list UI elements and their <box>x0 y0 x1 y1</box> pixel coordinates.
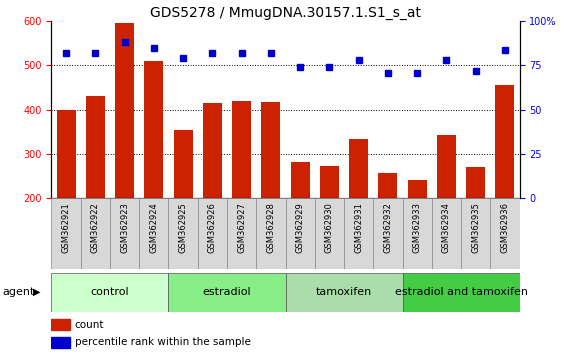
Text: GSM362928: GSM362928 <box>266 202 275 253</box>
Bar <box>51 319 70 330</box>
Text: control: control <box>91 287 129 297</box>
Bar <box>198 198 227 269</box>
Text: estradiol and tamoxifen: estradiol and tamoxifen <box>395 287 528 297</box>
Text: GSM362925: GSM362925 <box>179 202 188 252</box>
Title: GDS5278 / MmugDNA.30157.1.S1_s_at: GDS5278 / MmugDNA.30157.1.S1_s_at <box>150 6 421 20</box>
Bar <box>379 173 397 198</box>
Bar <box>286 273 403 312</box>
Bar <box>174 130 192 198</box>
Text: tamoxifen: tamoxifen <box>316 287 372 297</box>
Text: estradiol: estradiol <box>203 287 251 297</box>
Text: ▶: ▶ <box>33 287 41 297</box>
Bar <box>403 273 520 312</box>
Bar <box>110 198 139 269</box>
Bar <box>349 138 368 198</box>
Bar <box>81 198 110 269</box>
Text: agent: agent <box>3 287 35 297</box>
Text: GSM362923: GSM362923 <box>120 202 129 253</box>
Bar <box>262 102 280 198</box>
Bar <box>256 198 286 269</box>
Bar <box>286 198 315 269</box>
Bar <box>291 161 309 198</box>
Text: GSM362931: GSM362931 <box>354 202 363 253</box>
Bar <box>227 198 256 269</box>
Text: GSM362927: GSM362927 <box>237 202 246 253</box>
Bar <box>461 198 490 269</box>
Bar <box>432 198 461 269</box>
Bar <box>496 85 514 198</box>
Bar <box>57 110 75 198</box>
Bar <box>315 198 344 269</box>
Bar <box>320 166 339 198</box>
Text: GSM362934: GSM362934 <box>442 202 451 253</box>
Bar <box>232 101 251 198</box>
Text: GSM362936: GSM362936 <box>500 202 509 253</box>
Text: count: count <box>75 320 104 330</box>
Bar <box>115 23 134 198</box>
Bar <box>51 337 70 348</box>
Bar <box>344 198 373 269</box>
Text: GSM362935: GSM362935 <box>471 202 480 253</box>
Bar <box>408 180 427 198</box>
Text: GSM362922: GSM362922 <box>91 202 100 252</box>
Text: GSM362932: GSM362932 <box>383 202 392 253</box>
Bar <box>403 198 432 269</box>
Text: GSM362926: GSM362926 <box>208 202 217 253</box>
Text: GSM362929: GSM362929 <box>296 202 305 252</box>
Bar <box>203 103 222 198</box>
Text: percentile rank within the sample: percentile rank within the sample <box>75 337 251 347</box>
Bar <box>51 198 81 269</box>
Bar <box>51 273 168 312</box>
Text: GSM362924: GSM362924 <box>149 202 158 252</box>
Bar <box>144 61 163 198</box>
Bar <box>168 198 198 269</box>
Text: GSM362930: GSM362930 <box>325 202 334 253</box>
Bar <box>466 167 485 198</box>
Bar <box>437 135 456 198</box>
Bar <box>139 198 168 269</box>
Bar <box>168 273 286 312</box>
Text: GSM362921: GSM362921 <box>62 202 71 252</box>
Bar <box>86 97 105 198</box>
Bar <box>373 198 403 269</box>
Bar <box>490 198 520 269</box>
Text: GSM362933: GSM362933 <box>413 202 422 253</box>
